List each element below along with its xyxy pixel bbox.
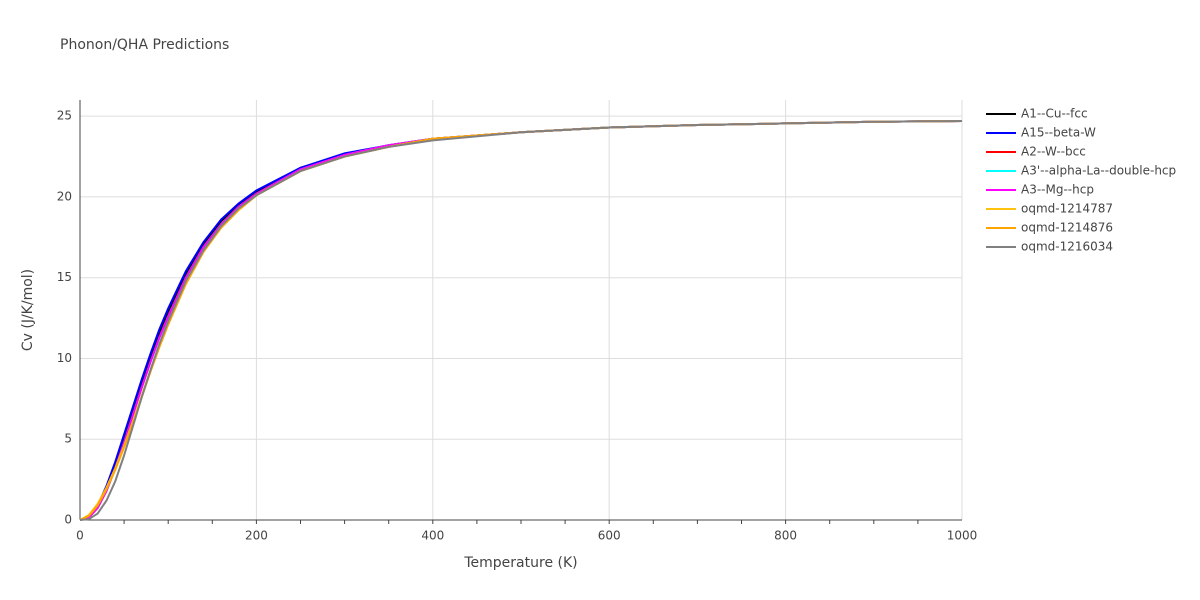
series-line <box>79 120 963 521</box>
series-line <box>79 120 963 521</box>
y-tick-label: 20 <box>57 189 72 203</box>
legend-label[interactable]: A15--beta-W <box>1021 126 1096 140</box>
x-tick-label: 800 <box>774 529 797 543</box>
legend-label[interactable]: A1--Cu--fcc <box>1021 107 1088 121</box>
x-tick-label: 0 <box>76 529 84 543</box>
series-line <box>79 120 963 521</box>
x-axis-title: Temperature (K) <box>463 555 577 571</box>
legend-label[interactable]: A2--W--bcc <box>1021 145 1086 159</box>
y-tick-label: 0 <box>64 513 72 527</box>
y-tick-label: 15 <box>57 270 72 284</box>
series-line <box>79 120 963 521</box>
legend-label[interactable]: oqmd-1214876 <box>1021 221 1113 235</box>
series-line <box>79 120 963 521</box>
chart-title: Phonon/QHA Predictions <box>60 37 229 53</box>
y-axis-title: Cv (J/K/mol) <box>20 269 36 351</box>
y-tick-label: 5 <box>64 432 72 446</box>
y-tick-label: 10 <box>57 351 72 365</box>
x-tick-label: 600 <box>598 529 621 543</box>
legend-label[interactable]: A3'--alpha-La--double-hcp <box>1021 164 1176 178</box>
y-tick-label: 25 <box>57 109 72 123</box>
series-line <box>79 120 963 521</box>
x-tick-label: 1000 <box>947 529 978 543</box>
legend-label[interactable]: oqmd-1214787 <box>1021 202 1113 216</box>
x-tick-label: 400 <box>421 529 444 543</box>
legend-label[interactable]: oqmd-1216034 <box>1021 240 1113 254</box>
legend-label[interactable]: A3--Mg--hcp <box>1021 183 1094 197</box>
series-line <box>79 120 963 521</box>
series-line <box>79 120 963 521</box>
x-tick-label: 200 <box>245 529 268 543</box>
